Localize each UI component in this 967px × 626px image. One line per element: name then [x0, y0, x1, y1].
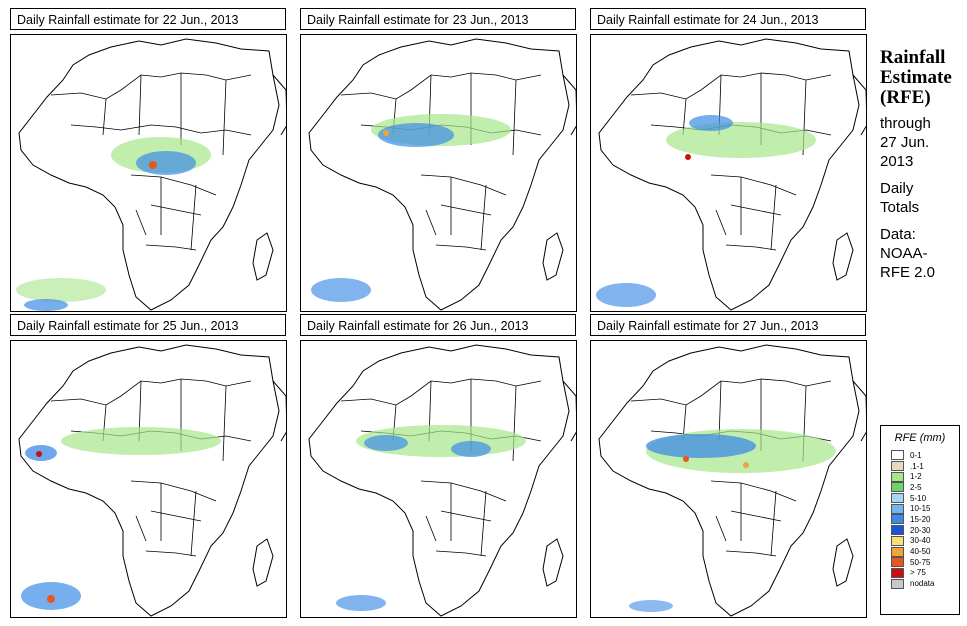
legend-swatch: [891, 557, 904, 568]
sidebar-title-2: Estimate: [880, 67, 952, 88]
rainfall-map: [590, 340, 867, 618]
legend-label: nodata: [910, 579, 935, 589]
legend-item: nodata: [891, 578, 959, 589]
panel-title: Daily Rainfall estimate for 25 Jun., 2013: [10, 314, 286, 336]
legend-swatch: [891, 514, 904, 525]
legend-label: 5-10: [910, 493, 927, 503]
panel-title: Daily Rainfall estimate for 24 Jun., 2013: [590, 8, 866, 30]
legend-item: 10-15: [891, 503, 959, 514]
legend-label: 2-5: [910, 482, 922, 492]
sidebar-through: through: [880, 115, 931, 132]
panel-title: Daily Rainfall estimate for 27 Jun., 2013: [590, 314, 866, 336]
panel-date: 26 Jun., 2013: [452, 319, 529, 333]
sidebar-data-label: Data:: [880, 226, 916, 243]
panel-title: Daily Rainfall estimate for 26 Jun., 2013: [300, 314, 576, 336]
legend-item: 30-40: [891, 535, 959, 547]
sidebar-end-date-2: 2013: [880, 153, 914, 170]
legend-label: 50-75: [910, 557, 931, 567]
legend-label: 30-40: [910, 536, 931, 546]
panel-title-prefix: Daily Rainfall estimate for: [307, 319, 449, 333]
sidebar-title-1: Rainfall: [880, 47, 946, 68]
panel-title-prefix: Daily Rainfall estimate for: [17, 319, 159, 333]
sidebar-title-3: (RFE): [880, 87, 931, 108]
legend-label: 0-1: [910, 450, 922, 460]
panel-date: 27 Jun., 2013: [742, 319, 819, 333]
legend-swatch: [891, 535, 904, 546]
legend-item: > 75: [891, 567, 959, 579]
panel-date: 24 Jun., 2013: [742, 13, 819, 27]
legend-label: > 75: [910, 568, 926, 578]
legend-swatch: [891, 450, 904, 461]
legend-item: 20-30: [891, 525, 959, 536]
sidebar-totals-1: Daily: [880, 180, 914, 197]
legend-swatch: [891, 471, 904, 482]
legend-item: 0-1: [891, 450, 959, 461]
legend-item: 15-20: [891, 514, 959, 525]
sidebar-source-1: NOAA-: [880, 245, 928, 262]
legend-label: 20-30: [910, 525, 931, 535]
legend-swatch: [891, 493, 904, 504]
legend-label: 40-50: [910, 547, 931, 557]
legend-swatch: [891, 482, 904, 493]
legend-label: 10-15: [910, 504, 931, 514]
legend-swatch: [891, 525, 904, 536]
legend-item: 1-2: [891, 471, 959, 482]
panel-title: Daily Rainfall estimate for 22 Jun., 2013: [10, 8, 286, 30]
legend-swatch: [891, 578, 904, 589]
legend-label: 1-2: [910, 472, 922, 482]
panel-date: 25 Jun., 2013: [162, 319, 239, 333]
sidebar-end-date-1: 27 Jun.: [880, 134, 930, 151]
panel-date: 22 Jun., 2013: [162, 13, 239, 27]
legend-swatch: [891, 503, 904, 514]
legend-item: 2-5: [891, 482, 959, 493]
legend: RFE (mm) 0-1 .1-1 1-2 2-5 5-10 10-15 15-…: [880, 425, 960, 615]
legend-item: 40-50: [891, 546, 959, 557]
legend-item: 5-10: [891, 493, 959, 504]
legend-item: .1-1: [891, 461, 959, 472]
legend-label: 15-20: [910, 514, 931, 524]
legend-label: .1-1: [910, 461, 924, 471]
sidebar-source-2: RFE 2.0: [880, 264, 936, 281]
panel-title: Daily Rainfall estimate for 23 Jun., 2013: [300, 8, 576, 30]
panel-title-prefix: Daily Rainfall estimate for: [597, 319, 739, 333]
rainfall-map: [10, 340, 287, 618]
sidebar-info: Rainfall Estimate (RFE) through 27 Jun. …: [880, 48, 965, 282]
legend-swatch: [891, 567, 904, 578]
sidebar-totals-2: Totals: [880, 199, 920, 216]
panel-title-prefix: Daily Rainfall estimate for: [597, 13, 739, 27]
legend-swatch: [891, 546, 904, 557]
panel-title-prefix: Daily Rainfall estimate for: [17, 13, 159, 27]
rainfall-map: [300, 340, 577, 618]
rainfall-map: [590, 34, 867, 312]
rainfall-map: [300, 34, 577, 312]
panel-date: 23 Jun., 2013: [452, 13, 529, 27]
rainfall-map: [10, 34, 287, 312]
legend-item: 50-75: [891, 557, 959, 568]
panel-title-prefix: Daily Rainfall estimate for: [307, 13, 449, 27]
legend-swatch: [891, 461, 904, 472]
legend-title: RFE (mm): [894, 432, 946, 444]
